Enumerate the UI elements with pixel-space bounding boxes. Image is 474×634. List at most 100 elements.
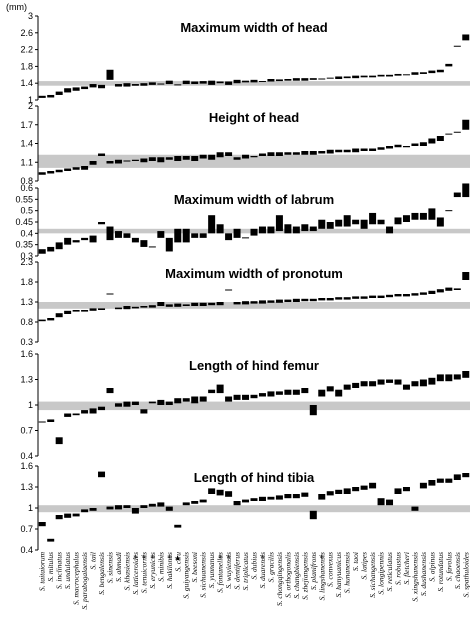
range-bar [250,228,258,236]
range-bar [140,240,148,247]
range-bar [55,242,63,250]
range-bar [267,496,275,500]
range-bar [267,226,275,234]
range-bar [411,506,419,511]
range-bar [89,161,97,165]
range-bar [386,379,394,383]
range-bar [89,235,97,243]
range-bar [318,389,326,397]
species-label: S. lingshanensis [317,552,326,600]
range-bar [131,508,139,514]
range-bar [386,226,394,234]
range-bar [258,393,266,397]
range-bar [284,299,292,302]
asterisk-marker: * [260,554,264,563]
range-bar [165,506,173,511]
species-label: S. triplicatus [241,552,250,590]
range-bar [394,294,402,297]
range-bar [462,34,470,41]
species-label: S. taoi [351,552,360,571]
range-bar [98,222,106,225]
range-bar [411,72,419,75]
range-bar [242,499,250,503]
range-bar [369,148,377,151]
y-tick-label: 1 [28,400,33,410]
range-bar [419,379,427,387]
range-bar [436,289,444,293]
range-bar [233,302,241,305]
range-bar [191,396,199,404]
range-bar [369,482,377,489]
range-bar [318,494,326,500]
range-bar [275,152,283,156]
range-bar [284,494,292,499]
range-bar [250,498,258,501]
species-label: S. macrocephalus [72,552,81,605]
y-tick-label: 0.55 [15,194,33,204]
range-bar [89,84,97,88]
range-bar [182,228,190,243]
range-bar [453,474,461,480]
species-label: S. orthogonalis [283,552,292,598]
range-bar [250,79,258,83]
range-bar [165,80,173,85]
range-bar [64,310,72,314]
species-label: S. chongqingensis [275,552,284,606]
y-tick-label: 1.3 [20,375,33,385]
asterisk-marker: * [320,554,324,563]
range-bar [233,394,241,400]
range-bar [55,91,63,95]
range-bar [462,183,470,198]
range-bar [343,297,351,300]
species-label: S. gracilis [266,552,275,582]
range-bar [199,81,207,84]
reference-band [38,505,470,513]
range-bar [428,138,436,144]
range-bar [250,394,258,399]
range-bar [106,226,114,241]
species-label: S. khasiensis [122,552,131,590]
range-bar [309,226,317,232]
range-bar [72,413,80,416]
range-bar [38,95,46,98]
range-bar [199,302,207,306]
range-bar [208,389,216,394]
range-bar [89,308,97,311]
range-bar [72,240,80,243]
range-bar [419,212,427,220]
range-bar [301,492,309,497]
range-bar [309,510,317,520]
range-bar [445,63,453,67]
range-bar [148,503,156,507]
range-bar [394,144,402,148]
species-label: S. planifrons [309,552,318,590]
panel-title: Length of hind tibia [194,470,315,485]
species-label: S. dushanensis [419,552,428,596]
range-bar [38,319,46,322]
range-bar [208,488,216,494]
species-label: S. changbiensis [292,552,301,599]
y-tick-label: 2.3 [20,257,33,267]
range-bar [140,409,148,414]
y-tick-label: 1 [28,95,33,105]
species-labels: S. taitaiorum S. mitulus S. inclinatus S. u… [38,551,471,609]
range-bar [47,171,55,174]
range-bar [81,310,89,312]
range-bar [64,413,72,417]
range-bar [131,401,139,405]
species-label: S. alpinus [427,552,436,582]
range-bar [394,379,402,385]
range-bar [199,499,207,503]
species-label: S. hunanensis [343,552,352,593]
range-bar [411,381,419,387]
species-label: S. guiyangensis [182,552,191,599]
range-bar [199,154,207,159]
asterisk-marker: * [218,554,222,563]
y-tick-label: 1.3 [20,482,33,492]
range-bar [402,294,410,297]
range-bar [165,304,173,307]
species-label: S. taitaiorum [38,551,47,591]
species-label: S. fletcheri [402,552,411,585]
range-bar [267,300,275,303]
